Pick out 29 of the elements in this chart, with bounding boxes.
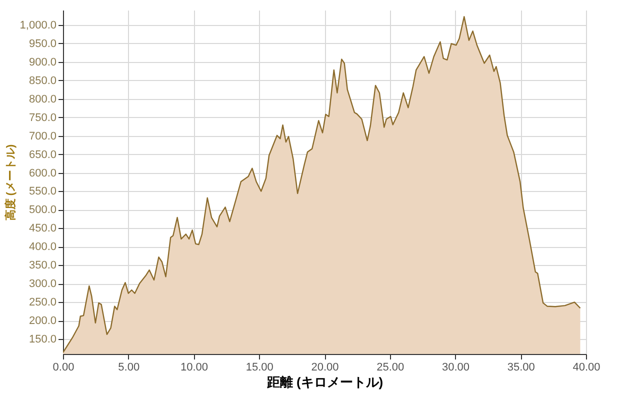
y-tick-label: 950.0	[28, 38, 56, 50]
y-tick-label: 400.0	[28, 241, 56, 254]
y-tick-label: 750.0	[28, 112, 56, 124]
y-tick-label: 450.0	[28, 222, 56, 235]
x-tick-label: 35.00	[507, 362, 535, 374]
y-tick-label: 600.0	[28, 167, 56, 180]
y-tick-label: 150.0	[28, 334, 56, 346]
x-tick-label: 5.00	[118, 362, 140, 374]
x-tick-label: 30.00	[442, 362, 470, 374]
x-tick-label: 15.00	[246, 362, 274, 374]
y-tick-label: 700.0	[28, 130, 56, 142]
y-axis-title: 高度 (メートル)	[4, 144, 17, 221]
y-tick-label: 350.0	[28, 260, 56, 272]
y-tick-label: 550.0	[28, 186, 56, 198]
x-tick-label: 20.00	[311, 362, 339, 374]
y-tick-label: 500.0	[28, 204, 56, 216]
y-tick-label: 200.0	[28, 315, 56, 328]
y-tick-label: 900.0	[28, 56, 56, 68]
x-axis-title: 距離 (キロメートル)	[266, 374, 384, 390]
y-tick-label: 850.0	[28, 74, 56, 87]
x-tick-label: 0.00	[52, 362, 74, 374]
x-tick-label: 10.00	[180, 362, 208, 374]
y-tick-label: 1,000.0	[20, 19, 56, 32]
x-tick-label: 25.00	[376, 362, 404, 374]
y-tick-label: 800.0	[28, 93, 56, 106]
y-tick-label: 300.0	[28, 278, 56, 290]
y-tick-label: 250.0	[28, 296, 56, 309]
y-tick-label: 650.0	[28, 148, 56, 161]
x-tick-label: 40.00	[572, 362, 600, 374]
